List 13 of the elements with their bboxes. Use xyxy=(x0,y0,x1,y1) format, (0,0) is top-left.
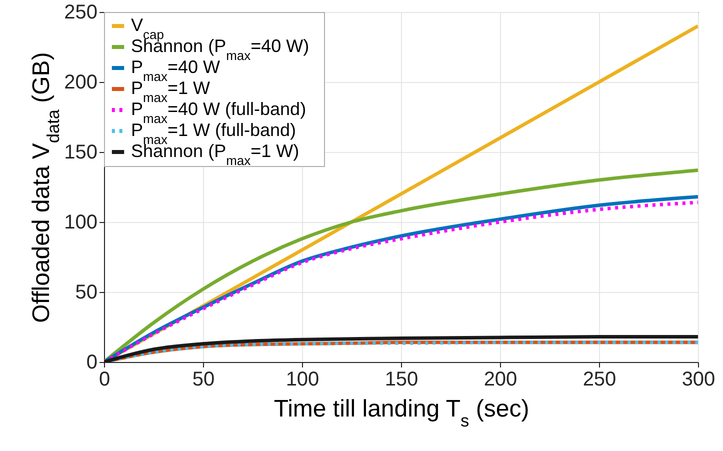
x-tick-label: 200 xyxy=(484,368,518,390)
y-tick-label: 100 xyxy=(64,212,98,234)
x-tick-label: 150 xyxy=(384,368,418,390)
y-tick-label: 250 xyxy=(64,2,98,24)
x-tick-label: 100 xyxy=(286,368,320,390)
y-tick-label: 50 xyxy=(75,282,98,304)
y-tick-label: 0 xyxy=(86,352,98,374)
y-tick-label: 200 xyxy=(64,72,98,94)
x-tick-label: 250 xyxy=(582,368,616,390)
x-tick-label: 300 xyxy=(682,368,716,390)
x-tick-label: 50 xyxy=(192,368,215,390)
x-axis-title: Time till landing T$_{s}$ (sec) xyxy=(274,396,530,430)
y-tick-label: 150 xyxy=(64,142,98,164)
